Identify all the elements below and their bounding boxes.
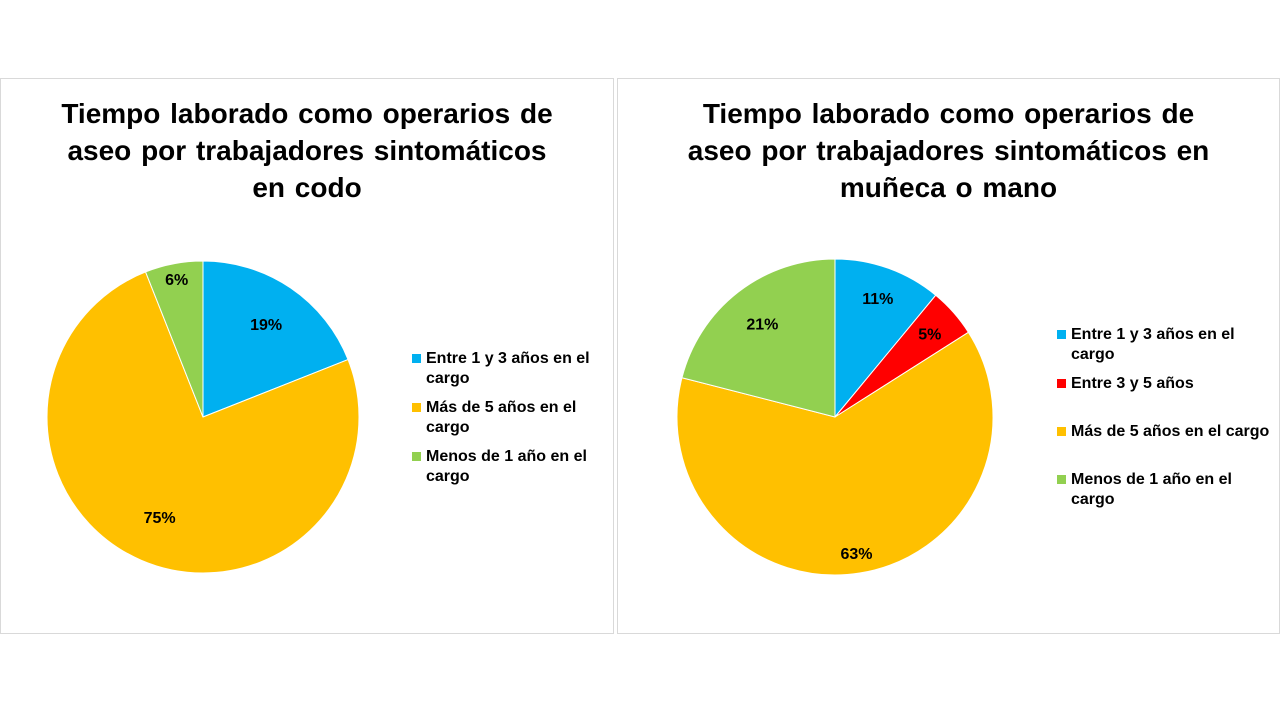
legend-label: Menos de 1 año en el cargo xyxy=(1071,471,1232,508)
legend-label: Más de 5 años en el cargo xyxy=(426,399,577,436)
legend-swatch xyxy=(412,403,421,412)
slice-label: 6% xyxy=(165,272,188,289)
chart-title: Tiempo laborado como operarios de aseo p… xyxy=(61,98,553,203)
pie-chart-codo: 19% 75% 6% xyxy=(46,260,360,574)
legend-item: Entre 3 y 5 años xyxy=(1057,374,1194,394)
legend-item: Más de 5 años en el cargo xyxy=(1057,422,1269,442)
legend-swatch xyxy=(1057,379,1066,388)
legend-label: Más de 5 años en el cargo xyxy=(1071,423,1270,440)
legend-swatch xyxy=(1057,427,1066,436)
pie-slice xyxy=(144,260,204,418)
slice-label: 11% xyxy=(862,291,893,308)
slice-label: 63% xyxy=(840,546,872,563)
pie-chart-muneca: 11% 5% 63% 21% xyxy=(676,258,994,576)
pie-slice xyxy=(681,258,836,418)
chart-panel-muneca: Tiempo laborado como operarios de aseo p… xyxy=(617,78,1280,634)
legend-item: Entre 1 y 3 años en el cargo xyxy=(412,349,612,389)
slice-label: 21% xyxy=(746,316,778,333)
chart-panel-codo: Tiempo laborado como operarios de aseo p… xyxy=(0,78,614,634)
legend-swatch xyxy=(412,354,421,363)
legend-swatch xyxy=(1057,475,1066,484)
slice-label: 19% xyxy=(250,317,282,334)
legend-item: Menos de 1 año en el cargo xyxy=(1057,470,1279,510)
slice-label: 75% xyxy=(144,510,176,527)
legend-item: Entre 1 y 3 años en el cargo xyxy=(1057,325,1279,365)
legend-item: Menos de 1 año en el cargo xyxy=(412,447,612,487)
slice-label: 5% xyxy=(918,326,941,343)
pie-slice xyxy=(202,260,349,418)
pie-slice xyxy=(676,331,994,576)
pie-slice xyxy=(46,271,360,574)
legend-label: Menos de 1 año en el cargo xyxy=(426,448,587,485)
chart-title: Tiempo laborado como operarios de aseo p… xyxy=(687,98,1210,203)
pie-slice xyxy=(834,258,937,419)
legend-swatch xyxy=(1057,330,1066,339)
legend-swatch xyxy=(412,452,421,461)
legend-item: Más de 5 años en el cargo xyxy=(412,398,612,438)
legend-label: Entre 3 y 5 años xyxy=(1071,375,1194,392)
legend-label: Entre 1 y 3 años en el cargo xyxy=(426,350,590,387)
legend-label: Entre 1 y 3 años en el cargo xyxy=(1071,326,1235,363)
